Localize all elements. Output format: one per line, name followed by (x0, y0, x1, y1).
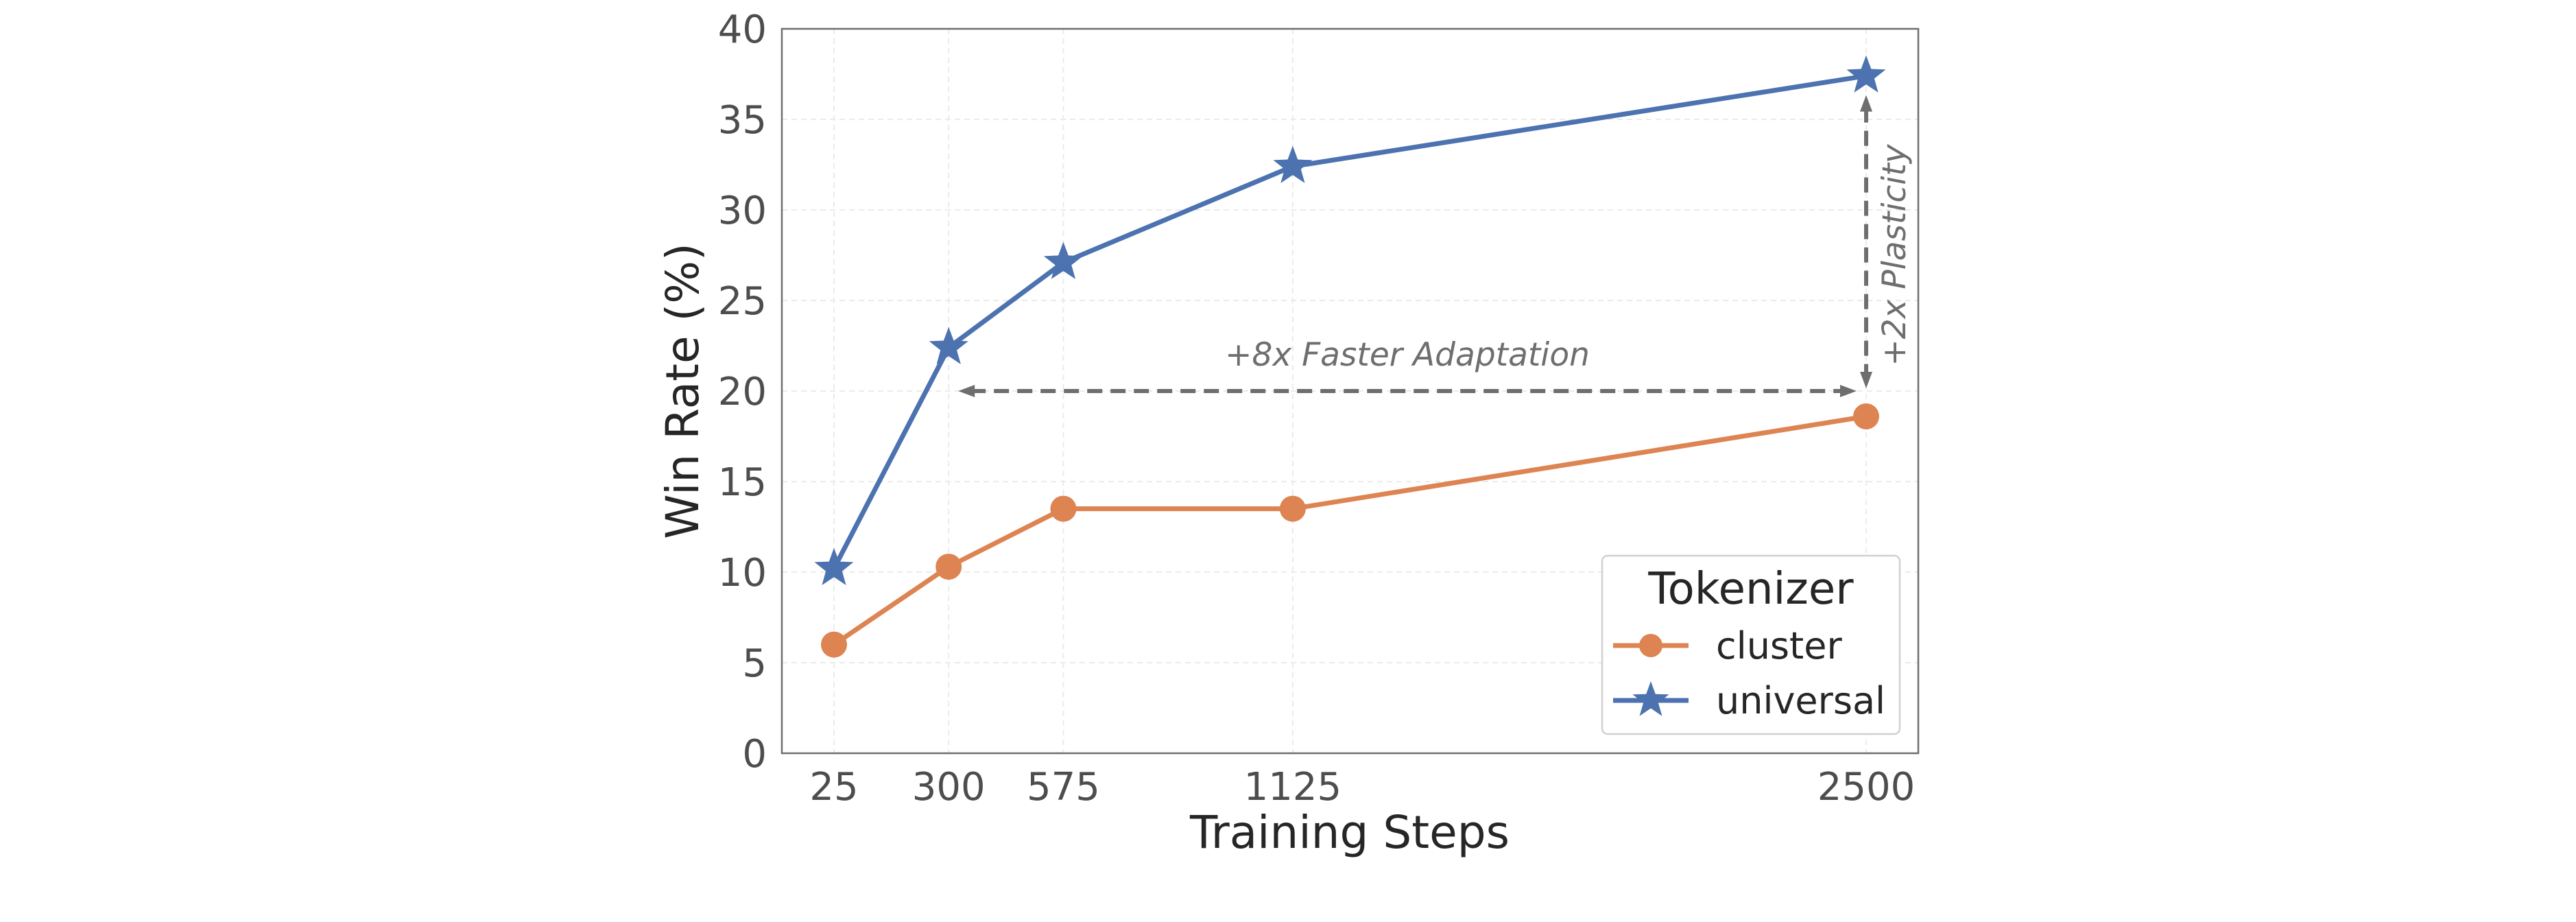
plasticity-arrowhead-top (1859, 95, 1872, 112)
data-point-universal (1273, 145, 1313, 183)
plasticity-label: +2x Plasticity (1876, 143, 1913, 366)
data-point-cluster (821, 631, 848, 658)
y-tick-label: 20 (718, 370, 767, 414)
data-point-cluster (935, 554, 962, 580)
y-tick-label: 15 (718, 460, 767, 505)
y-tick-label: 5 (742, 641, 767, 686)
y-tick-label: 10 (718, 551, 767, 595)
y-axis-ticks: 0 5 10 15 20 25 30 35 40 (718, 8, 767, 777)
legend-circle-marker (1639, 634, 1662, 657)
legend-label-cluster: cluster (1716, 624, 1842, 667)
faster-adaptation-arrowhead-left (958, 385, 975, 397)
plot-area-frame (780, 27, 1920, 755)
legend-title: Tokenizer (1647, 564, 1854, 615)
faster-adaptation-label: +8x Faster Adaptation (1225, 336, 1590, 374)
x-tick-label: 575 (1027, 765, 1100, 809)
annotations: +8x Faster Adaptation +2x Plasticity (958, 95, 1913, 397)
y-tick-label: 40 (718, 8, 767, 52)
x-tick-label: 300 (912, 765, 986, 809)
y-axis-label: Win Rate (%) (656, 243, 709, 539)
x-axis-label: Training Steps (1189, 806, 1510, 859)
x-tick-label: 25 (809, 765, 858, 809)
legend-box (1601, 554, 1901, 735)
x-tick-label: 2500 (1817, 765, 1916, 809)
data-point-universal (814, 547, 854, 585)
legend-marker-universal (1632, 681, 1669, 716)
y-tick-label: 35 (718, 98, 767, 143)
legend: Tokenizer cluster universal (1601, 554, 1901, 735)
data-point-universal (929, 327, 968, 364)
y-tick-label: 0 (742, 732, 767, 777)
series-line-universal (831, 73, 1867, 570)
y-tick-label: 30 (718, 189, 767, 233)
data-point-universal (1846, 55, 1886, 93)
legend-star-marker (1632, 681, 1669, 716)
x-tick-label: 1125 (1244, 765, 1342, 809)
y-tick-label: 25 (718, 279, 767, 324)
data-point-cluster (1050, 495, 1077, 522)
series-universal (814, 55, 1886, 585)
x-axis-ticks: 25 300 575 1125 2500 (809, 765, 1915, 809)
data-point-universal (1043, 241, 1083, 279)
legend-label-universal: universal (1716, 679, 1885, 722)
data-point-cluster (1852, 403, 1879, 429)
series-cluster (821, 403, 1879, 658)
series (814, 55, 1886, 658)
data-point-cluster (1279, 495, 1306, 522)
plasticity-arrowhead-bottom (1859, 372, 1872, 388)
faster-adaptation-arrowhead-right (1839, 385, 1857, 397)
legend-marker-cluster (1639, 634, 1662, 657)
